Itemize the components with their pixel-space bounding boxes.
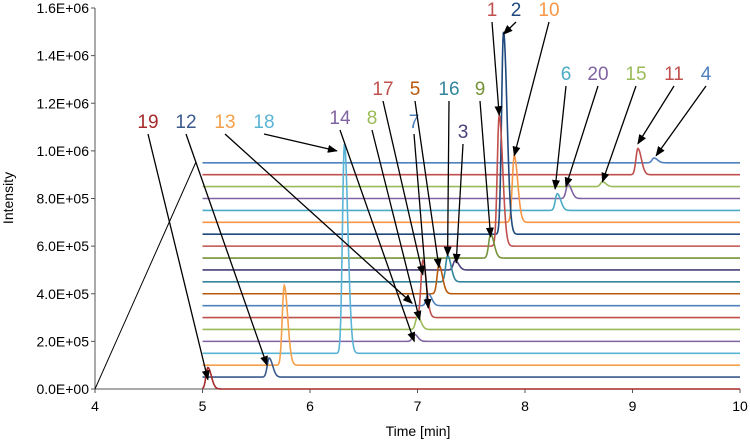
peak-label-19: 19 <box>137 112 158 133</box>
peak-label-7: 7 <box>409 112 420 133</box>
peak-arrow-11 <box>637 85 675 145</box>
trace-2 <box>202 31 740 236</box>
peak-arrow-13 <box>224 133 413 304</box>
trace-11 <box>202 147 740 176</box>
y-tick-label: 1.0E+06 <box>36 143 89 159</box>
peak-arrow-10 <box>512 21 550 157</box>
peak-label-18: 18 <box>253 112 274 133</box>
peak-arrow-5 <box>414 100 442 269</box>
y-tick-labels: 0.0E+00 2.0E+05 4.0E+05 6.0E+05 8.0E+05 1.0E+… <box>36 0 95 397</box>
peak-arrow-3 <box>452 143 464 264</box>
peak-label-6: 6 <box>561 64 572 85</box>
trace-1 <box>202 114 740 247</box>
peak-label-10: 10 <box>538 0 559 21</box>
y-tick-label: 0.0E+00 <box>36 381 89 397</box>
peak-label-2: 2 <box>511 0 522 21</box>
peak-label-8: 8 <box>367 108 378 129</box>
trace-6 <box>202 192 740 212</box>
peak-arrow-1 <box>491 21 503 117</box>
x-tick-label: 4 <box>91 398 99 414</box>
trace-14 <box>202 333 740 343</box>
peak-arrow-8 <box>371 129 422 321</box>
peak-label-9: 9 <box>475 79 486 100</box>
trace-17 <box>202 258 740 319</box>
y-tick-label: 1.4E+06 <box>36 48 89 64</box>
y-tick-label: 1.2E+06 <box>36 95 89 111</box>
y-tick-label: 8.0E+05 <box>36 191 89 207</box>
trace-4 <box>202 157 740 164</box>
trace-13 <box>202 283 740 366</box>
trace-10 <box>202 153 740 224</box>
peak-arrow-7 <box>413 133 432 310</box>
x-tick-label: 8 <box>521 398 529 414</box>
trace-16 <box>202 254 740 283</box>
x-axis-title: Time [min] <box>386 423 451 439</box>
peak-arrow-6 <box>552 85 567 190</box>
peak-label-11: 11 <box>664 64 684 85</box>
peak-label-5: 5 <box>410 79 421 100</box>
y-axis-title: Intensity <box>0 172 16 224</box>
peak-label-17: 17 <box>372 79 393 100</box>
trace-18 <box>202 143 740 355</box>
trace-9 <box>202 233 740 259</box>
peak-arrow-17 <box>382 100 425 276</box>
y-tick-label: 2.0E+05 <box>36 333 89 349</box>
trace-20 <box>202 183 740 200</box>
x-tick-label: 9 <box>629 398 637 414</box>
peak-arrow-9 <box>479 100 494 238</box>
trace-5 <box>202 264 740 295</box>
peak-label-3: 3 <box>458 122 469 143</box>
peak-label-14: 14 <box>329 108 351 129</box>
y-tick-label: 4.0E+05 <box>36 286 89 302</box>
chromatogram-traces <box>201 31 740 390</box>
x-tick-labels: 4 5 6 7 8 9 10 <box>91 389 748 414</box>
trace-3 <box>202 259 740 271</box>
x-tick-label: 5 <box>199 398 207 414</box>
trace-8 <box>202 315 740 331</box>
peak-arrow-14 <box>339 129 416 343</box>
peak-arrow-19 <box>147 133 210 381</box>
trace-12 <box>202 357 740 378</box>
peak-annotations: 19 12 13 18 14 8 17 7 5 16 3 9 1 2 10 6 20 15 11 4 <box>137 0 712 381</box>
y-tick-label: 6.0E+05 <box>36 238 89 254</box>
y-tick-label: 1.6E+06 <box>36 0 89 16</box>
peak-label-1: 1 <box>487 0 498 21</box>
offset-guide-line <box>94 161 197 390</box>
trace-15 <box>202 181 740 188</box>
peak-label-16: 16 <box>438 79 459 100</box>
peak-label-13: 13 <box>214 112 235 133</box>
x-tick-label: 10 <box>732 398 748 414</box>
peak-label-20: 20 <box>587 64 608 85</box>
peak-label-15: 15 <box>625 64 646 85</box>
peak-label-12: 12 <box>175 112 196 133</box>
peak-arrow-4 <box>655 85 707 157</box>
peak-arrow-16 <box>443 100 452 257</box>
peak-arrow-12 <box>185 133 268 367</box>
peak-label-4: 4 <box>701 64 712 85</box>
trace-7 <box>202 292 740 307</box>
trace-19 <box>201 366 740 390</box>
x-tick-label: 7 <box>414 398 422 414</box>
peak-arrow-2 <box>502 21 517 35</box>
peak-arrow-18 <box>263 133 338 153</box>
peak-arrow-15 <box>601 85 637 183</box>
x-tick-label: 6 <box>306 398 314 414</box>
peak-arrow-20 <box>564 85 599 188</box>
